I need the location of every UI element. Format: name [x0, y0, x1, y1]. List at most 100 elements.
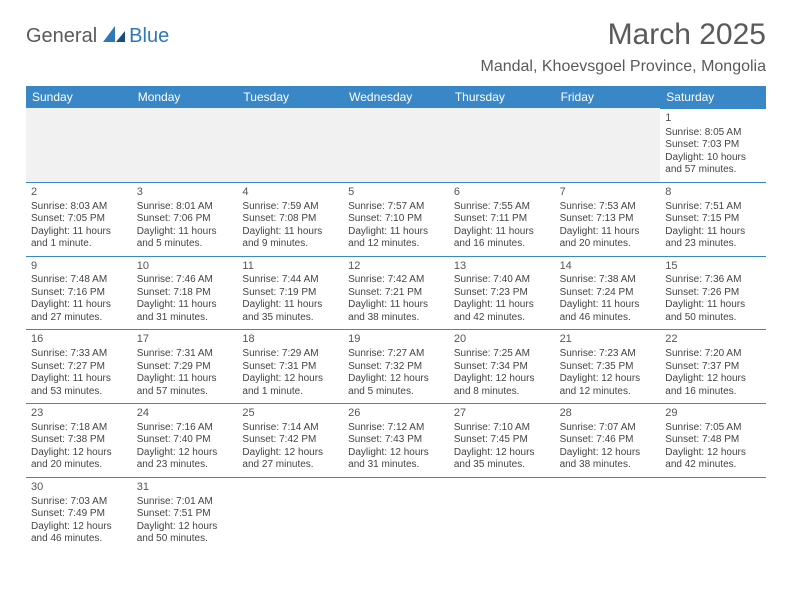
calendar-cell: 18Sunrise: 7:29 AMSunset: 7:31 PMDayligh… — [237, 329, 343, 403]
daylight-text-2: and 50 minutes. — [665, 312, 761, 325]
calendar-cell: 24Sunrise: 7:16 AMSunset: 7:40 PMDayligh… — [132, 403, 238, 477]
daylight-text-2: and 38 minutes. — [348, 312, 444, 325]
calendar-cell: 29Sunrise: 7:05 AMSunset: 7:48 PMDayligh… — [660, 403, 766, 477]
weekday-label: Thursday — [449, 86, 555, 108]
daylight-text-1: Daylight: 11 hours — [560, 299, 656, 312]
sunset-text: Sunset: 7:08 PM — [242, 213, 338, 226]
sunset-text: Sunset: 7:45 PM — [454, 434, 550, 447]
sunrise-text: Sunrise: 7:46 AM — [137, 274, 233, 287]
sunset-text: Sunset: 7:26 PM — [665, 287, 761, 300]
day-number: 17 — [137, 333, 233, 347]
daylight-text-2: and 5 minutes. — [137, 238, 233, 251]
calendar-cell: 30Sunrise: 7:03 AMSunset: 7:49 PMDayligh… — [26, 477, 132, 551]
sunrise-text: Sunrise: 7:53 AM — [560, 201, 656, 214]
sunrise-text: Sunrise: 7:59 AM — [242, 201, 338, 214]
daylight-text-2: and 35 minutes. — [242, 312, 338, 325]
daylight-text-1: Daylight: 11 hours — [560, 226, 656, 239]
weekday-label: Saturday — [660, 86, 766, 108]
sunrise-text: Sunrise: 7:40 AM — [454, 274, 550, 287]
brand-logo: General Blue — [26, 24, 169, 49]
daylight-text-2: and 5 minutes. — [348, 386, 444, 399]
day-number: 18 — [242, 333, 338, 347]
day-number: 22 — [665, 333, 761, 347]
sunrise-text: Sunrise: 7:12 AM — [348, 422, 444, 435]
sunrise-text: Sunrise: 7:31 AM — [137, 348, 233, 361]
day-number: 12 — [348, 260, 444, 274]
sunset-text: Sunset: 7:15 PM — [665, 213, 761, 226]
daylight-text-2: and 23 minutes. — [137, 459, 233, 472]
daylight-text-1: Daylight: 12 hours — [454, 447, 550, 460]
sunrise-text: Sunrise: 7:51 AM — [665, 201, 761, 214]
daylight-text-1: Daylight: 11 hours — [665, 226, 761, 239]
daylight-text-1: Daylight: 11 hours — [137, 373, 233, 386]
daylight-text-2: and 31 minutes. — [137, 312, 233, 325]
calendar-cell: 5Sunrise: 7:57 AMSunset: 7:10 PMDaylight… — [343, 182, 449, 256]
sunset-text: Sunset: 7:19 PM — [242, 287, 338, 300]
daylight-text-2: and 38 minutes. — [560, 459, 656, 472]
day-number: 26 — [348, 407, 444, 421]
daylight-text-1: Daylight: 11 hours — [31, 226, 127, 239]
page-title: March 2025 — [481, 18, 767, 52]
sunset-text: Sunset: 7:05 PM — [31, 213, 127, 226]
calendar-week: 16Sunrise: 7:33 AMSunset: 7:27 PMDayligh… — [26, 329, 766, 403]
daylight-text-2: and 57 minutes. — [137, 386, 233, 399]
day-number: 25 — [242, 407, 338, 421]
day-number: 21 — [560, 333, 656, 347]
sunset-text: Sunset: 7:35 PM — [560, 361, 656, 374]
daylight-text-2: and 46 minutes. — [560, 312, 656, 325]
sunset-text: Sunset: 7:13 PM — [560, 213, 656, 226]
calendar-cell: 21Sunrise: 7:23 AMSunset: 7:35 PMDayligh… — [555, 329, 661, 403]
day-number: 14 — [560, 260, 656, 274]
calendar-cell — [555, 477, 661, 551]
sunrise-text: Sunrise: 7:05 AM — [665, 422, 761, 435]
calendar-cell: 23Sunrise: 7:18 AMSunset: 7:38 PMDayligh… — [26, 403, 132, 477]
sunset-text: Sunset: 7:11 PM — [454, 213, 550, 226]
daylight-text-1: Daylight: 12 hours — [31, 447, 127, 460]
day-number: 10 — [137, 260, 233, 274]
daylight-text-1: Daylight: 12 hours — [242, 373, 338, 386]
sunset-text: Sunset: 7:49 PM — [31, 508, 127, 521]
calendar-cell: 11Sunrise: 7:44 AMSunset: 7:19 PMDayligh… — [237, 256, 343, 330]
day-number: 4 — [242, 186, 338, 200]
sunset-text: Sunset: 7:32 PM — [348, 361, 444, 374]
sunset-text: Sunset: 7:03 PM — [665, 139, 761, 152]
calendar-week: 1Sunrise: 8:05 AMSunset: 7:03 PMDaylight… — [26, 108, 766, 182]
weekday-label: Wednesday — [343, 86, 449, 108]
sunrise-text: Sunrise: 8:01 AM — [137, 201, 233, 214]
daylight-text-1: Daylight: 12 hours — [31, 521, 127, 534]
daylight-text-2: and 27 minutes. — [31, 312, 127, 325]
daylight-text-2: and 23 minutes. — [665, 238, 761, 251]
day-number: 30 — [31, 481, 127, 495]
sunrise-text: Sunrise: 8:03 AM — [31, 201, 127, 214]
daylight-text-1: Daylight: 12 hours — [665, 447, 761, 460]
brand-part2: Blue — [129, 25, 169, 48]
calendar-cell: 12Sunrise: 7:42 AMSunset: 7:21 PMDayligh… — [343, 256, 449, 330]
sunset-text: Sunset: 7:42 PM — [242, 434, 338, 447]
calendar-week: 9Sunrise: 7:48 AMSunset: 7:16 PMDaylight… — [26, 256, 766, 330]
daylight-text-2: and 12 minutes. — [348, 238, 444, 251]
sunrise-text: Sunrise: 7:25 AM — [454, 348, 550, 361]
calendar-cell — [343, 108, 449, 182]
brand-sail-icon — [101, 24, 127, 49]
day-number: 6 — [454, 186, 550, 200]
sunset-text: Sunset: 7:31 PM — [242, 361, 338, 374]
daylight-text-2: and 35 minutes. — [454, 459, 550, 472]
day-number: 5 — [348, 186, 444, 200]
calendar-cell: 16Sunrise: 7:33 AMSunset: 7:27 PMDayligh… — [26, 329, 132, 403]
daylight-text-1: Daylight: 12 hours — [560, 373, 656, 386]
calendar-cell — [555, 108, 661, 182]
sunrise-text: Sunrise: 7:01 AM — [137, 496, 233, 509]
daylight-text-1: Daylight: 11 hours — [242, 226, 338, 239]
calendar-cell: 17Sunrise: 7:31 AMSunset: 7:29 PMDayligh… — [132, 329, 238, 403]
calendar-cell — [132, 108, 238, 182]
calendar-cell: 31Sunrise: 7:01 AMSunset: 7:51 PMDayligh… — [132, 477, 238, 551]
daylight-text-2: and 9 minutes. — [242, 238, 338, 251]
calendar-cell — [449, 477, 555, 551]
sunset-text: Sunset: 7:46 PM — [560, 434, 656, 447]
sunrise-text: Sunrise: 7:55 AM — [454, 201, 550, 214]
calendar-cell: 19Sunrise: 7:27 AMSunset: 7:32 PMDayligh… — [343, 329, 449, 403]
sunset-text: Sunset: 7:21 PM — [348, 287, 444, 300]
sunrise-text: Sunrise: 8:05 AM — [665, 127, 761, 140]
daylight-text-1: Daylight: 12 hours — [348, 373, 444, 386]
calendar-cell — [660, 477, 766, 551]
